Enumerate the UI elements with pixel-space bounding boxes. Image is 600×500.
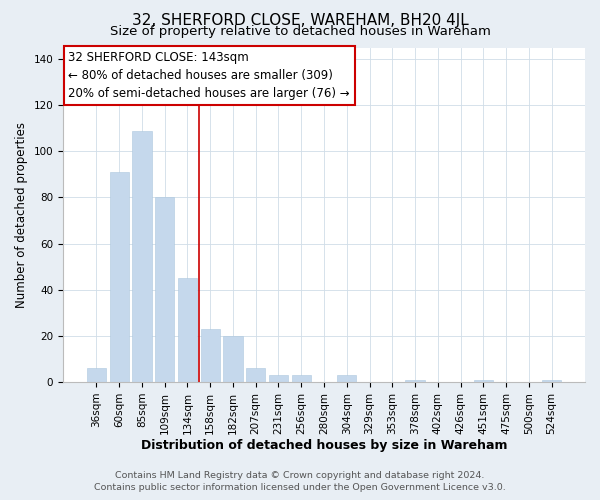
Text: Size of property relative to detached houses in Wareham: Size of property relative to detached ho… (110, 25, 490, 38)
Bar (200, 329, 220, 382)
Bar (223, 336, 242, 382)
Text: 32, SHERFORD CLOSE, WAREHAM, BH20 4JL: 32, SHERFORD CLOSE, WAREHAM, BH20 4JL (131, 12, 469, 28)
Bar (292, 375, 311, 382)
Text: 32 SHERFORD CLOSE: 143sqm
← 80% of detached houses are smaller (309)
20% of semi: 32 SHERFORD CLOSE: 143sqm ← 80% of detac… (68, 51, 350, 100)
Bar (337, 375, 356, 382)
Text: Contains HM Land Registry data © Crown copyright and database right 2024.
Contai: Contains HM Land Registry data © Crown c… (94, 471, 506, 492)
Bar (178, 278, 197, 382)
Bar (269, 375, 288, 382)
X-axis label: Distribution of detached houses by size in Wareham: Distribution of detached houses by size … (141, 440, 507, 452)
Bar (132, 130, 152, 382)
Y-axis label: Number of detached properties: Number of detached properties (15, 122, 28, 308)
Bar (542, 380, 561, 382)
Bar (246, 368, 265, 382)
Bar (406, 380, 425, 382)
Bar (155, 198, 175, 382)
Bar (473, 380, 493, 382)
Bar (87, 368, 106, 382)
Bar (110, 172, 129, 382)
